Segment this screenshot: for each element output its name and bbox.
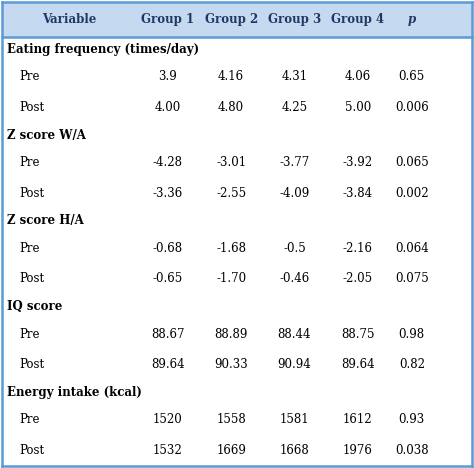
Bar <box>2 380 472 404</box>
Text: Post: Post <box>19 187 44 200</box>
Text: 1669: 1669 <box>216 444 246 457</box>
Text: 0.93: 0.93 <box>399 413 425 426</box>
Text: 3.9: 3.9 <box>158 70 177 83</box>
Text: 88.44: 88.44 <box>278 328 311 341</box>
Text: Post: Post <box>19 444 44 457</box>
Text: Pre: Pre <box>19 328 39 341</box>
Text: -2.16: -2.16 <box>343 242 373 255</box>
Text: 88.75: 88.75 <box>341 328 374 341</box>
Bar <box>2 263 472 294</box>
Text: 0.065: 0.065 <box>395 156 428 169</box>
Text: Pre: Pre <box>19 70 39 83</box>
Text: 0.006: 0.006 <box>395 101 428 114</box>
Text: Eating frequency (times/day): Eating frequency (times/day) <box>7 43 199 56</box>
Text: -3.01: -3.01 <box>216 156 246 169</box>
Bar <box>2 435 472 466</box>
Text: 0.038: 0.038 <box>395 444 428 457</box>
Bar <box>2 147 472 178</box>
Text: Post: Post <box>19 272 44 285</box>
Bar <box>2 61 472 92</box>
Text: -0.5: -0.5 <box>283 242 306 255</box>
Text: 0.002: 0.002 <box>395 187 428 200</box>
Text: -2.05: -2.05 <box>343 272 373 285</box>
Text: 1612: 1612 <box>343 413 373 426</box>
Text: Group 1: Group 1 <box>141 13 194 26</box>
Text: 0.82: 0.82 <box>399 358 425 371</box>
Text: -1.70: -1.70 <box>216 272 246 285</box>
Text: -3.92: -3.92 <box>343 156 373 169</box>
Text: Z score W/A: Z score W/A <box>7 129 86 141</box>
Text: 4.16: 4.16 <box>218 70 244 83</box>
Bar <box>2 37 472 61</box>
Text: 88.89: 88.89 <box>214 328 248 341</box>
Bar <box>2 123 472 147</box>
Text: 0.075: 0.075 <box>395 272 428 285</box>
Text: Post: Post <box>19 101 44 114</box>
Text: Energy intake (kcal): Energy intake (kcal) <box>7 386 142 399</box>
Bar <box>2 404 472 435</box>
Text: 90.94: 90.94 <box>278 358 311 371</box>
Bar <box>2 294 472 319</box>
Text: 1532: 1532 <box>153 444 182 457</box>
Text: 0.98: 0.98 <box>399 328 425 341</box>
Text: 4.00: 4.00 <box>155 101 181 114</box>
Text: 4.80: 4.80 <box>218 101 244 114</box>
Text: -4.09: -4.09 <box>279 187 310 200</box>
Text: 1668: 1668 <box>280 444 310 457</box>
Text: Z score H/A: Z score H/A <box>7 214 84 227</box>
Text: 5.00: 5.00 <box>345 101 371 114</box>
Text: -2.55: -2.55 <box>216 187 246 200</box>
Text: 89.64: 89.64 <box>151 358 184 371</box>
Text: Group 4: Group 4 <box>331 13 384 26</box>
Bar <box>2 349 472 380</box>
Text: 88.67: 88.67 <box>151 328 184 341</box>
Text: Group 3: Group 3 <box>268 13 321 26</box>
Text: p: p <box>408 13 416 26</box>
Text: -0.68: -0.68 <box>153 242 183 255</box>
Text: 0.65: 0.65 <box>399 70 425 83</box>
Text: -0.46: -0.46 <box>279 272 310 285</box>
Bar <box>2 178 472 208</box>
Text: -1.68: -1.68 <box>216 242 246 255</box>
Text: Pre: Pre <box>19 413 39 426</box>
Text: IQ score: IQ score <box>7 300 63 313</box>
Text: 4.31: 4.31 <box>282 70 308 83</box>
Text: Post: Post <box>19 358 44 371</box>
Text: Variable: Variable <box>42 13 96 26</box>
Text: 1581: 1581 <box>280 413 310 426</box>
Text: 4.25: 4.25 <box>282 101 308 114</box>
Text: 4.06: 4.06 <box>345 70 371 83</box>
Text: Pre: Pre <box>19 242 39 255</box>
Bar <box>2 319 472 349</box>
Text: -0.65: -0.65 <box>153 272 183 285</box>
Text: -4.28: -4.28 <box>153 156 183 169</box>
Text: 1520: 1520 <box>153 413 182 426</box>
Text: 0.064: 0.064 <box>395 242 428 255</box>
Text: 89.64: 89.64 <box>341 358 374 371</box>
Bar <box>2 92 472 123</box>
Text: Group 2: Group 2 <box>204 13 258 26</box>
Text: -3.36: -3.36 <box>153 187 183 200</box>
Bar <box>2 2 472 37</box>
Text: -3.77: -3.77 <box>279 156 310 169</box>
Bar <box>2 233 472 263</box>
Text: -3.84: -3.84 <box>343 187 373 200</box>
Bar <box>2 208 472 233</box>
Text: 1976: 1976 <box>343 444 373 457</box>
Text: 1558: 1558 <box>216 413 246 426</box>
Text: 90.33: 90.33 <box>214 358 248 371</box>
Text: Pre: Pre <box>19 156 39 169</box>
